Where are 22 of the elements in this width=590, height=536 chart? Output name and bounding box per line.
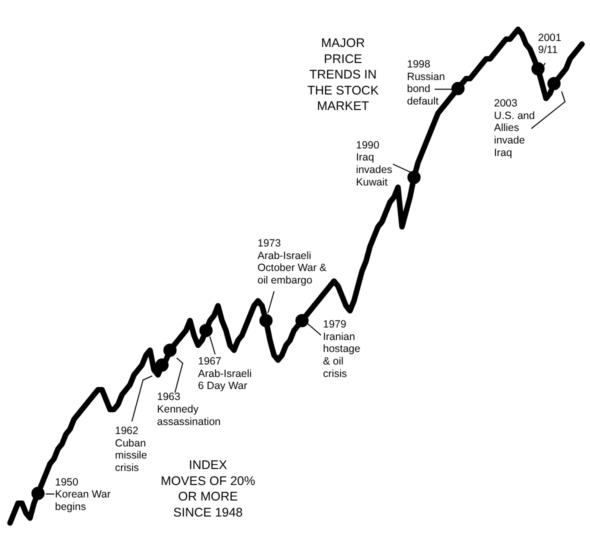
point [163,344,177,357]
point [295,314,309,328]
text: MAJOR PRICE TRENDS IN THE STOCK MARKET [307,36,380,114]
annotation: 1979 Iranian hostage & oil crisis [323,318,361,380]
point [155,358,169,372]
annotation: 1962 Cuban missile crisis [115,425,148,474]
annotation: 2001 9/11 [538,32,562,56]
point [31,486,45,500]
point [199,324,213,338]
annotation: 2003 U.S. and Allies invade Iraq [494,98,536,159]
point [547,77,561,90]
point [407,170,421,184]
point [531,62,545,76]
annotation: 1950 Korean War begins [55,476,112,513]
annotation: 1973 Arab-Israeli October War & oil embargo [258,238,327,286]
text: INDEX MOVES OF 20% OR MORE SINCE 1948 [160,458,256,520]
annotation: 1963 Kennedy assassination [157,391,221,428]
annotation: 1998 Russian bond default [407,58,446,108]
point [259,314,273,328]
annotation: 1967 Arab-Israeli 6 Day War [198,355,252,392]
annotation: 1990 Iraq invades Kuwait [356,139,392,188]
point [451,82,465,96]
